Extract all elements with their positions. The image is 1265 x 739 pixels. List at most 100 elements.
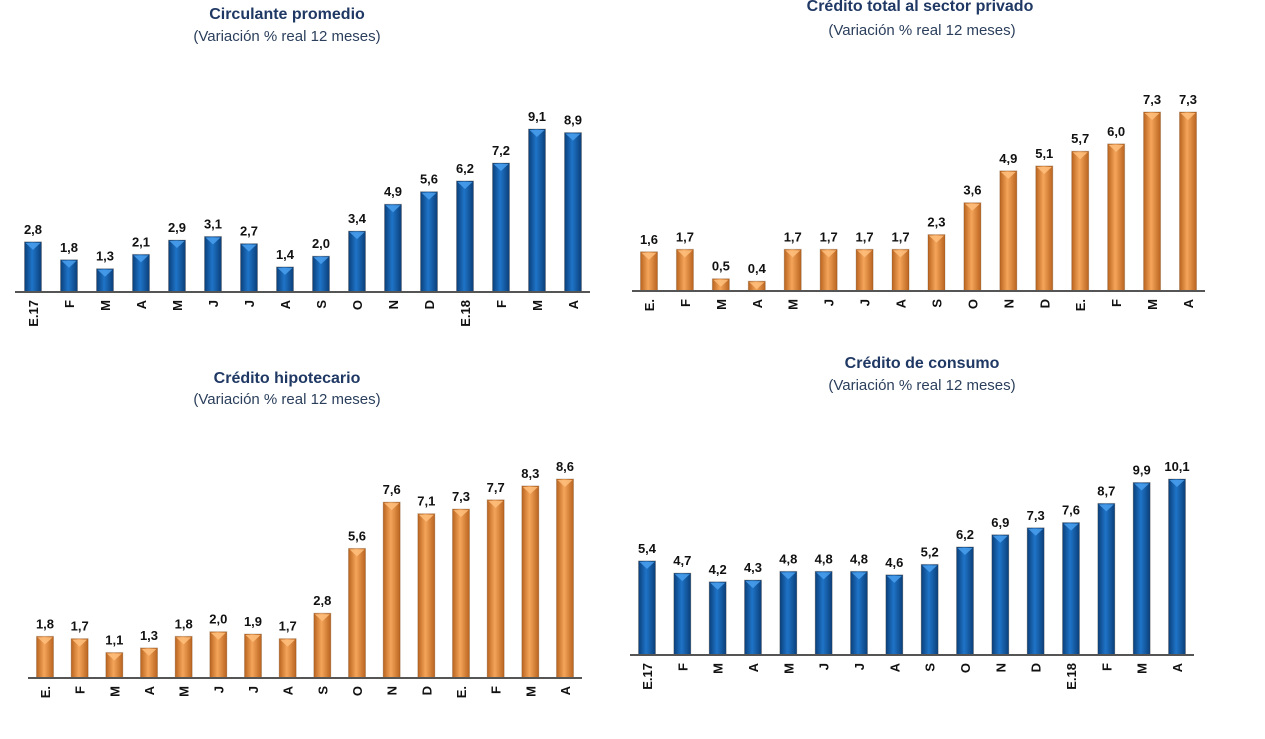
bar-bevel [1063, 523, 1079, 531]
x-tick-label: J [246, 686, 261, 693]
data-label: 6,2 [456, 161, 474, 176]
data-label: 2,7 [240, 224, 258, 239]
bar-bevel [349, 232, 365, 240]
bar-bevel [241, 244, 257, 252]
bar [313, 612, 332, 679]
bar-bevel [1036, 166, 1052, 174]
bar-bevel [928, 235, 944, 243]
bar [744, 579, 762, 656]
bar [348, 547, 366, 679]
data-label: 5,4 [638, 541, 657, 556]
chart-subtitle: (Variación % real 12 meses) [828, 377, 1015, 394]
bar-bevel [488, 500, 504, 508]
bar-bevel [72, 639, 88, 647]
data-label: 6,9 [991, 515, 1009, 530]
x-tick-label: J [852, 663, 867, 670]
data-label: 2,3 [927, 215, 945, 230]
bar-bevel [964, 203, 980, 211]
bar-bevel [1180, 113, 1196, 120]
bar-bevel [713, 279, 729, 287]
x-tick-label: F [678, 299, 693, 307]
bar [1071, 150, 1090, 292]
chart-title: Crédito hipotecario [214, 370, 361, 387]
bar [1168, 478, 1186, 656]
x-tick-label: A [887, 662, 902, 672]
x-tick-label: M [107, 686, 122, 697]
bar-bevel [97, 269, 113, 277]
x-tick-label: E.18 [458, 300, 473, 327]
bar-bevel [922, 565, 938, 573]
bar-bevel [1072, 152, 1088, 160]
data-label: 5,1 [1035, 146, 1053, 161]
bar [708, 581, 727, 656]
bar-bevel [493, 164, 509, 172]
bar [638, 560, 656, 656]
x-tick-label: S [314, 300, 329, 309]
bar [956, 546, 974, 656]
data-label: 2,8 [313, 593, 331, 608]
bar-bevel [169, 241, 185, 249]
data-label: 8,3 [521, 466, 539, 481]
x-tick-label: E. [1073, 299, 1088, 311]
data-label: 1,3 [140, 628, 158, 643]
data-label: 2,0 [209, 612, 227, 627]
bar [492, 162, 510, 293]
x-tick-label: N [386, 300, 401, 309]
x-tick-label: J [211, 686, 226, 693]
data-label: 2,0 [312, 236, 330, 251]
x-tick-label: M [714, 299, 729, 310]
data-label: 7,6 [383, 482, 401, 497]
bar [927, 234, 946, 292]
bar-bevel [745, 581, 761, 589]
data-label: 5,6 [348, 528, 366, 543]
bar-bevel [385, 205, 401, 213]
bar [564, 132, 582, 293]
bar-bevel [106, 653, 122, 661]
bar-bevel [893, 250, 909, 258]
data-label: 9,1 [528, 109, 546, 124]
x-tick-label: S [923, 663, 938, 672]
data-label: 7,7 [487, 480, 505, 495]
bar-bevel [957, 547, 973, 555]
bar [1143, 111, 1162, 292]
data-label: 2,8 [24, 222, 42, 237]
x-tick-label: M [1145, 299, 1160, 310]
bar [521, 485, 540, 679]
x-tick-label: O [958, 663, 973, 673]
data-label: 4,3 [744, 560, 762, 575]
bar-bevel [749, 282, 765, 290]
bar-bevel [25, 242, 41, 250]
x-tick-label: M [170, 300, 185, 311]
bar [456, 180, 474, 293]
bar [1026, 527, 1045, 656]
bar [1097, 502, 1116, 656]
data-label: 1,1 [105, 633, 123, 648]
x-tick-label: M [711, 663, 726, 674]
data-label: 8,9 [564, 113, 582, 128]
bar [420, 191, 438, 293]
bar-bevel [639, 561, 655, 569]
data-label: 1,6 [640, 232, 658, 247]
data-label: 1,7 [71, 619, 89, 634]
x-tick-label: A [558, 685, 573, 695]
x-tick-label: M [177, 686, 192, 697]
x-tick-label: E.17 [640, 663, 655, 690]
x-tick-label: M [786, 299, 801, 310]
x-tick-label: D [419, 686, 434, 695]
bar [963, 202, 982, 292]
x-tick-label: E.17 [26, 300, 41, 327]
data-label: 9,9 [1133, 462, 1151, 477]
bar-bevel [565, 133, 581, 141]
bar-bevel [780, 572, 796, 580]
bar-bevel [205, 237, 221, 245]
bar-bevel [1108, 144, 1124, 152]
data-label: 1,7 [279, 619, 297, 634]
chart-title: Crédito de consumo [845, 355, 1000, 372]
chart-title: Crédito total al sector privado [807, 0, 1034, 15]
data-label: 6,0 [1107, 124, 1125, 139]
data-label: 1,7 [856, 229, 874, 244]
data-label: 0,4 [748, 261, 767, 276]
bar-bevel [314, 614, 330, 622]
x-tick-label: A [134, 299, 149, 309]
bar-bevel [1144, 113, 1160, 120]
